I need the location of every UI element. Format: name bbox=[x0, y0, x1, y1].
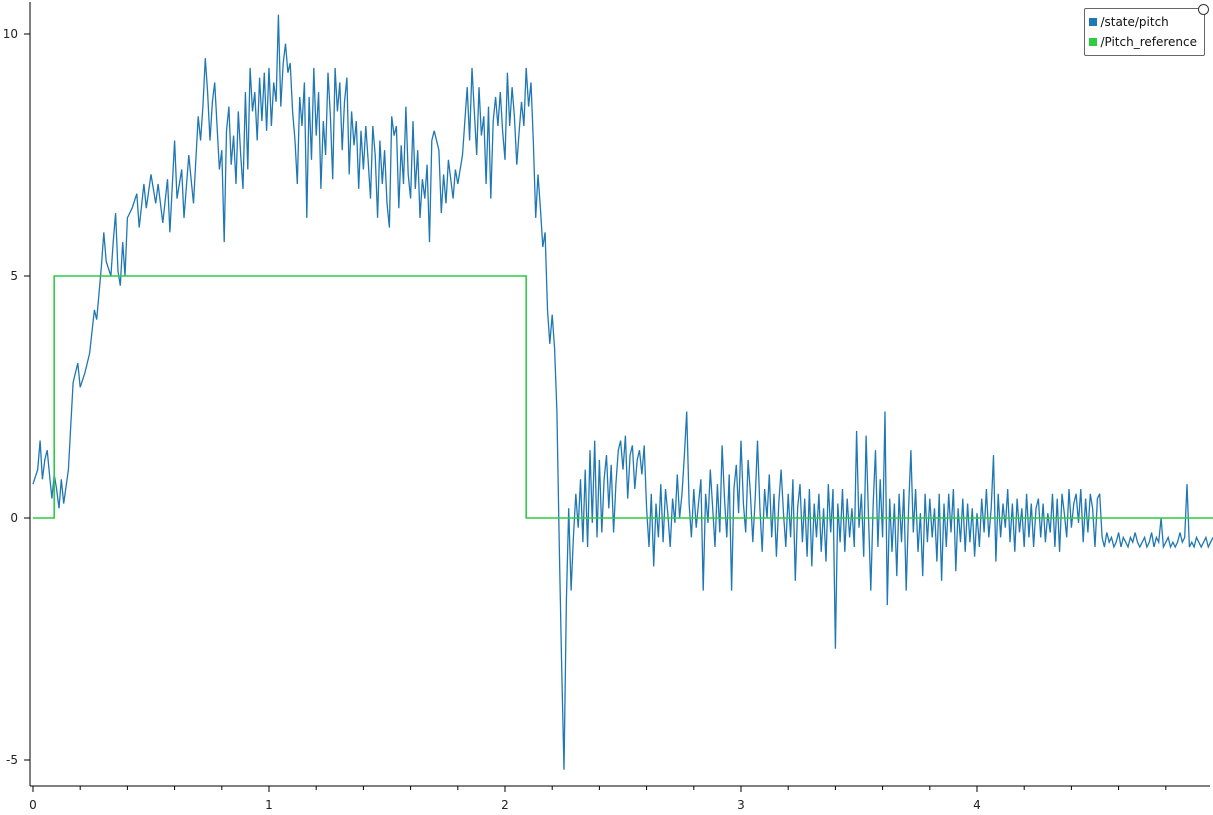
x-tick-label: 3 bbox=[737, 798, 745, 812]
legend-label-state-pitch: /state/pitch bbox=[1100, 15, 1169, 29]
series-line-pitch-reference bbox=[33, 275, 1213, 519]
legend-swatch-state-pitch bbox=[1089, 18, 1098, 26]
x-tick-label: 4 bbox=[973, 798, 981, 812]
legend-item-state-pitch[interactable]: /state/pitch bbox=[1089, 12, 1197, 32]
y-tick-label: 10 bbox=[3, 27, 18, 41]
legend-drag-handle-icon[interactable] bbox=[1198, 4, 1209, 15]
x-tick-label: 1 bbox=[265, 798, 273, 812]
y-tick-label: 0 bbox=[10, 511, 18, 525]
x-tick-label: 2 bbox=[501, 798, 509, 812]
y-tick-label: 5 bbox=[10, 269, 18, 283]
legend-item-pitch-reference[interactable]: /Pitch_reference bbox=[1089, 32, 1197, 52]
y-tick-label: -5 bbox=[6, 753, 18, 767]
legend-swatch-pitch-reference bbox=[1089, 38, 1098, 46]
series-line-state-pitch bbox=[32, 14, 1213, 770]
series-layer bbox=[32, 14, 1213, 770]
legend-label-pitch-reference: /Pitch_reference bbox=[1100, 35, 1197, 49]
x-axis: 0 1 2 3 4 bbox=[29, 786, 1167, 812]
legend[interactable]: /state/pitch /Pitch_reference bbox=[1084, 4, 1209, 56]
y-axis: -5 0 5 10 bbox=[3, 27, 30, 767]
x-tick-label: 0 bbox=[29, 798, 37, 812]
